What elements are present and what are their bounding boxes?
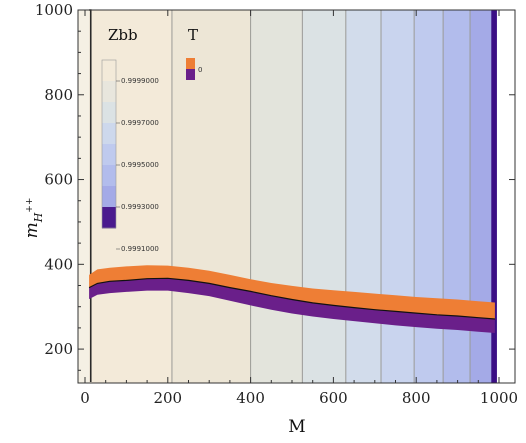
legend-t-swatch-0 [186, 58, 195, 69]
x-tick-label-400: 400 [236, 389, 265, 407]
legend-t-title: T [188, 26, 198, 44]
y-tick-label-400: 400 [44, 255, 73, 273]
x-tick-label-600: 600 [319, 389, 348, 407]
band-1 [171, 10, 251, 383]
legend-zbb-swatch-7 [102, 207, 116, 229]
band-8 [470, 10, 493, 383]
y-axis-title-sub: H [32, 212, 45, 223]
legend-zbb-bar-frame [101, 59, 117, 229]
y-axis-title: mH++ [22, 198, 45, 239]
legend-zbb-swatch-0 [102, 60, 116, 82]
y-axis-title-base: m [22, 222, 42, 238]
band-left-margin [78, 10, 90, 383]
legend-zbb-swatch-4 [102, 144, 116, 166]
band-3 [302, 10, 346, 383]
legend-zbb-swatch-5 [102, 165, 116, 187]
legend-zbb-title: Zbb [108, 26, 138, 44]
band-2 [250, 10, 303, 383]
legend-zbb-label-1: 0.9997000 [121, 119, 159, 127]
band-0 [89, 10, 172, 383]
legend-zbb-swatches [101, 59, 117, 229]
series-band-1 [89, 278, 495, 333]
legend-zbb-swatch-6 [102, 186, 116, 208]
legend-zbb-label-3: 0.9993000 [121, 203, 159, 211]
band-4 [345, 10, 382, 383]
x-tick-label-200: 200 [153, 389, 182, 407]
background-bands [78, 9, 497, 383]
band-5 [381, 10, 415, 383]
legend-zbb: Zbb 0.9999000 0.9997000 0.9995000 0.9993000… [101, 26, 159, 253]
axis-ticks: 0 200 400 600 800 1000 200 400 600 800 1000 [35, 1, 518, 407]
legend-t-swatch-1 [186, 69, 195, 80]
band-9 [492, 10, 497, 383]
left-edge-line [89, 9, 92, 382]
y-axis-title-sup: ++ [25, 198, 35, 213]
y-tick-label-1000: 1000 [35, 1, 73, 19]
legend-zbb-swatch-2 [102, 102, 116, 124]
legend-zbb-label-0: 0.9999000 [121, 77, 159, 85]
legend-t-swatches [186, 58, 195, 80]
legend-zbb-labels: 0.9999000 0.9997000 0.9995000 0.9993000 0.99… [116, 77, 159, 253]
x-tick-label-1000: 1000 [480, 389, 518, 407]
y-tick-label-200: 200 [44, 340, 73, 358]
series-band-0 [89, 265, 495, 319]
legend-zbb-label-2: 0.9995000 [121, 161, 159, 169]
legend-zbb-swatch-3 [102, 123, 116, 145]
x-axis-title: M [288, 417, 305, 437]
series-boundary-line [88, 277, 495, 320]
plot-frame [77, 9, 516, 384]
legend-zbb-label-4: 0.9991000 [121, 245, 159, 253]
y-tick-label-600: 600 [44, 171, 73, 189]
legend-t-label: 0 [198, 66, 202, 74]
series-group [88, 265, 495, 333]
x-tick-label-800: 800 [402, 389, 431, 407]
legend-zbb-swatch-1 [102, 81, 116, 103]
y-tick-label-800: 800 [44, 86, 73, 104]
legend-t: T 0 [186, 26, 202, 80]
x-tick-label-0: 0 [80, 389, 90, 407]
